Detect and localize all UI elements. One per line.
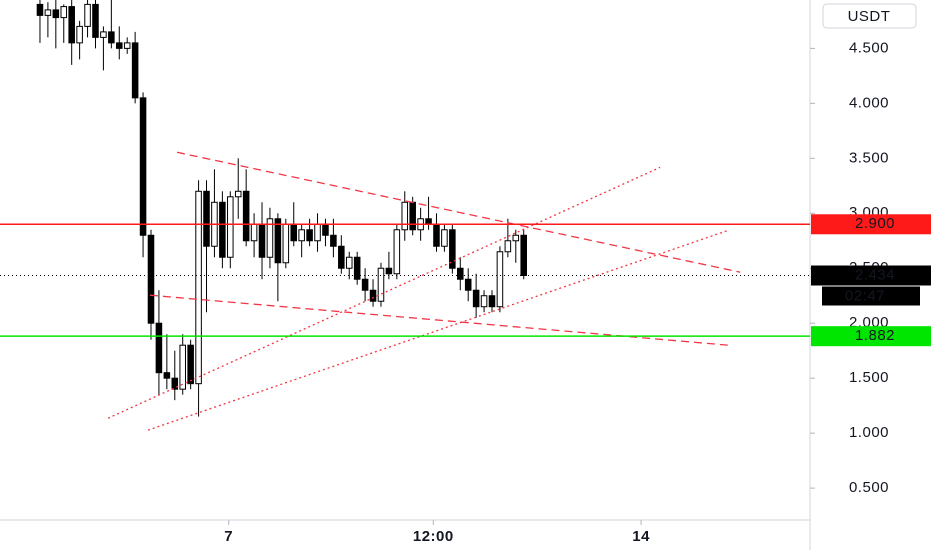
candle-body	[369, 289, 377, 302]
candle-body	[234, 190, 242, 198]
candle-body	[456, 267, 464, 280]
candle-body	[115, 42, 123, 49]
candle-body	[480, 295, 488, 308]
currency-label[interactable]: USDT	[848, 8, 891, 25]
price-label-box	[811, 326, 931, 347]
countdown-label: 02:47	[845, 287, 885, 304]
y-tick-label: 4.000	[849, 94, 889, 111]
y-tick-label: 1.500	[849, 369, 889, 386]
candle-body	[44, 9, 52, 16]
trendline	[176, 151, 741, 273]
candle-body	[282, 223, 290, 264]
candle-body	[171, 377, 179, 390]
price-label: 2.900	[855, 215, 895, 232]
candle-body	[242, 190, 250, 242]
y-tick-label: 0.500	[849, 479, 889, 496]
candle-body	[385, 267, 393, 275]
candle-body	[76, 25, 83, 44]
candle-body	[187, 344, 194, 385]
candle-body	[92, 3, 99, 38]
candle-body	[512, 234, 520, 242]
candle-body	[266, 218, 274, 258]
candle-body	[330, 234, 337, 247]
y-tick-label: 4.500	[849, 39, 889, 56]
price-label-box	[811, 214, 931, 235]
candle-body	[472, 289, 480, 308]
candle-body	[147, 234, 155, 324]
candle-body	[227, 196, 234, 258]
candle-body	[441, 229, 448, 247]
candle-body	[520, 234, 527, 277]
candle-body	[258, 223, 266, 258]
candle-body	[361, 278, 369, 291]
candle-body	[195, 190, 202, 385]
candle-body	[163, 372, 171, 379]
candle-body	[36, 3, 44, 16]
y-tick-label: 3.500	[849, 149, 889, 166]
trendline	[147, 229, 729, 431]
candle-body	[52, 9, 60, 19]
candle-body	[338, 245, 345, 269]
x-tick-label: 12:00	[413, 528, 454, 545]
candle-body	[131, 42, 139, 99]
candle-body	[345, 256, 353, 269]
candle-body	[100, 31, 107, 38]
x-tick-label: 14	[632, 528, 650, 545]
y-tick-label: 1.000	[849, 424, 889, 441]
candle-body	[496, 251, 504, 308]
candle-body	[306, 229, 313, 242]
price-label: 1.882	[855, 327, 895, 344]
candle-body	[155, 322, 163, 374]
candle-body	[84, 3, 91, 27]
candle-body	[353, 256, 361, 280]
candle-body	[504, 240, 512, 253]
last-price-label: 2.434	[855, 266, 895, 283]
candle-body	[425, 218, 432, 225]
candle-body	[68, 6, 75, 44]
last-price-box	[811, 265, 931, 286]
currency-box[interactable]	[822, 3, 917, 29]
candle-body	[203, 190, 210, 247]
countdown-box	[822, 286, 920, 306]
candle-body	[322, 223, 329, 236]
candle-body	[488, 295, 496, 308]
candle-body	[409, 201, 416, 231]
trendline	[107, 166, 661, 419]
candle-body	[393, 229, 401, 275]
candle-body	[139, 97, 147, 236]
candle-body	[314, 223, 321, 242]
candle-body	[449, 229, 456, 269]
candle-body	[60, 6, 68, 19]
candle-body	[433, 223, 440, 247]
candle-body	[290, 223, 298, 242]
candle-body	[250, 223, 258, 242]
candle-body	[401, 201, 409, 231]
candle-body	[123, 42, 131, 49]
candle-body	[274, 218, 282, 264]
candle-body	[298, 229, 305, 242]
candle-body	[108, 31, 115, 44]
candle-body	[464, 278, 472, 291]
candle-body	[377, 267, 385, 302]
candle-body	[179, 344, 186, 390]
x-tick-label: 7	[224, 528, 233, 545]
candle-body	[219, 201, 226, 258]
